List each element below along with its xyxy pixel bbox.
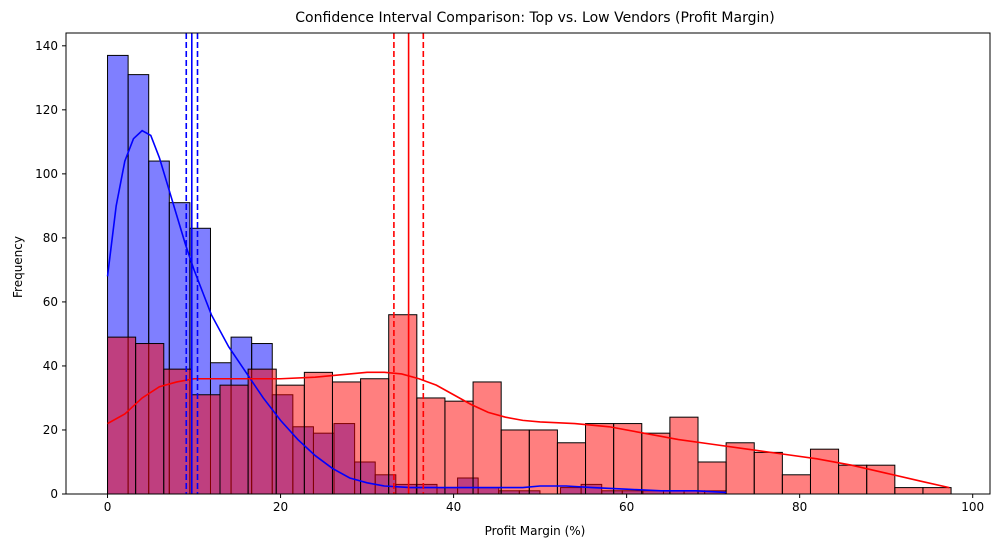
x-tick-label: 0 bbox=[104, 500, 112, 514]
histogram-bar-series-1 bbox=[838, 464, 868, 495]
histogram-bar-series-1 bbox=[894, 487, 924, 495]
kde-curve-series-0 bbox=[106, 129, 727, 494]
x-tick-label: 100 bbox=[961, 500, 984, 514]
histogram-bar-series-1 bbox=[275, 384, 305, 495]
histogram-bar-series-1 bbox=[613, 423, 643, 495]
x-tick-label: 80 bbox=[792, 500, 807, 514]
histogram-bar-series-1 bbox=[809, 448, 840, 495]
y-tick-label: 80 bbox=[43, 231, 58, 245]
bars-layer bbox=[107, 54, 952, 495]
confidence-interval-lines bbox=[185, 33, 425, 494]
histogram-bar-series-1 bbox=[331, 381, 362, 495]
histogram-bar-series-1 bbox=[191, 394, 221, 495]
x-tick-label: 60 bbox=[619, 500, 634, 514]
histogram-bar-series-1 bbox=[725, 442, 755, 495]
plot-frame bbox=[65, 32, 991, 495]
histogram-bar-series-1 bbox=[416, 397, 446, 495]
histogram-bar-series-1 bbox=[163, 368, 193, 495]
y-axis-label: Frequency bbox=[11, 236, 25, 298]
histogram-bar-series-1 bbox=[500, 429, 530, 495]
histogram-bar-series-1 bbox=[781, 474, 811, 495]
y-tick-label: 140 bbox=[35, 39, 58, 53]
histogram-bar-series-1 bbox=[585, 423, 615, 495]
y-tick-label: 20 bbox=[43, 423, 58, 437]
histogram-bar-series-1 bbox=[528, 429, 558, 495]
y-tick-label: 0 bbox=[50, 487, 58, 501]
x-axis-label: Profit Margin (%) bbox=[485, 524, 586, 538]
histogram-bar-series-1 bbox=[472, 381, 502, 495]
x-tick-label: 40 bbox=[446, 500, 461, 514]
y-tick-label: 120 bbox=[35, 103, 58, 117]
y-tick-label: 60 bbox=[43, 295, 58, 309]
chart-title: Confidence Interval Comparison: Top vs. … bbox=[295, 10, 774, 26]
x-axis-ticks: 0 20 40 60 80 100 bbox=[104, 494, 984, 514]
histogram-bar-series-1 bbox=[303, 371, 333, 495]
histogram-bar-series-1 bbox=[388, 314, 418, 495]
histogram-bar-series-1 bbox=[247, 368, 277, 495]
histogram-bar-series-1 bbox=[135, 343, 165, 495]
histogram-bar-series-1 bbox=[753, 451, 783, 495]
kde-layer bbox=[106, 129, 950, 494]
histogram-bar-series-1 bbox=[669, 416, 699, 495]
y-axis-ticks: 0 20 40 60 80 100 120 140 bbox=[35, 39, 66, 501]
histogram-bar-series-1 bbox=[219, 384, 249, 495]
y-tick-label: 40 bbox=[43, 359, 58, 373]
histogram-bar-series-1 bbox=[641, 432, 671, 495]
y-tick-label: 100 bbox=[35, 167, 58, 181]
kde-curve-series-1 bbox=[107, 371, 950, 489]
histogram-bar-series-1 bbox=[922, 487, 952, 495]
x-tick-label: 20 bbox=[273, 500, 288, 514]
histogram-bar-series-1 bbox=[360, 378, 390, 495]
histogram-bar-series-1 bbox=[444, 400, 474, 495]
histogram-bar-series-1 bbox=[697, 461, 727, 495]
